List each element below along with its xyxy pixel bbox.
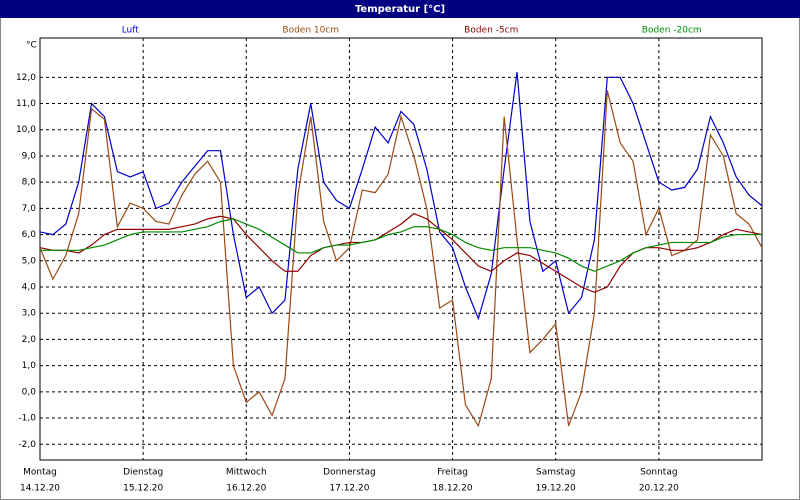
plot-area [39, 37, 763, 461]
y-tick-label: 9,0 [22, 151, 37, 161]
y-tick-label: 0,0 [22, 387, 37, 397]
y-tick-label: 7,0 [22, 204, 37, 214]
y-tick-label: 12,0 [16, 73, 36, 83]
y-unit: °C [26, 41, 37, 51]
x-tick-date: 17.12.20 [329, 484, 369, 494]
series-line [39, 90, 763, 428]
x-tick-date: 16.12.20 [226, 484, 266, 494]
y-tick-label: 8,0 [22, 178, 37, 188]
legend-entry: Luft [122, 26, 140, 36]
x-tick-label: Mittwoch [226, 468, 267, 478]
legend-entry: Boden -5cm [464, 26, 518, 36]
y-tick-label: 1,0 [22, 361, 37, 371]
y-tick-label: -2,0 [18, 440, 36, 450]
x-tick-label: Donnerstag [323, 468, 376, 478]
x-tick-label: Dienstag [123, 468, 163, 478]
legend-entry: Boden -20cm [642, 26, 702, 36]
y-tick-label: 6,0 [22, 230, 37, 240]
series-line [39, 71, 763, 321]
chart-title: Temperatur [°C] [355, 4, 445, 15]
y-tick-label: -1,0 [18, 414, 36, 424]
title-bar [0, 0, 800, 18]
x-tick-date: 18.12.20 [433, 484, 473, 494]
y-tick-label: 11,0 [16, 99, 36, 109]
x-tick-label: Sonntag [640, 468, 677, 478]
y-tick-label: 3,0 [22, 309, 37, 319]
x-tick-date: 20.12.20 [639, 484, 679, 494]
x-tick-date: 19.12.20 [536, 484, 576, 494]
x-tick-date: 14.12.20 [20, 484, 60, 494]
series-line [40, 218, 762, 272]
y-tick-label: 5,0 [22, 256, 37, 266]
y-tick-label: 2,0 [22, 335, 37, 345]
legend-entry: Boden 10cm [282, 26, 339, 36]
y-tick-label: 10,0 [16, 125, 36, 135]
x-tick-label: Samstag [536, 468, 575, 478]
x-tick-date: 15.12.20 [123, 484, 163, 494]
x-tick-label: Montag [23, 468, 57, 478]
y-tick-label: 4,0 [22, 283, 37, 293]
x-tick-label: Freitag [437, 468, 468, 478]
